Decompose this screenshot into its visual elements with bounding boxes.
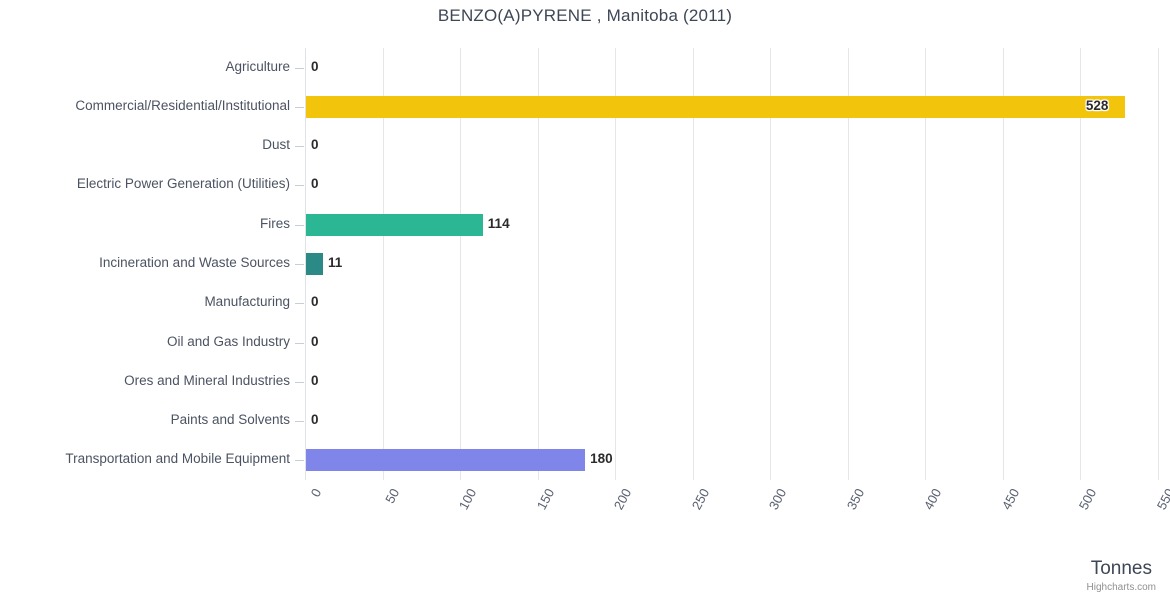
data-label-7: 0 xyxy=(311,333,319,349)
y-axis-tick xyxy=(295,421,304,423)
chart-row[interactable]: Dust 0 xyxy=(262,127,1158,166)
y-axis-tick xyxy=(295,67,304,69)
chart-row[interactable]: Electric Power Generation (Utilities) 0 xyxy=(77,166,1158,205)
data-label-0: 0 xyxy=(311,58,319,74)
chart-row[interactable]: Paints and Solvents 0 xyxy=(171,401,1158,440)
data-label-4: 114 xyxy=(487,215,510,231)
highcharts-credit: Highcharts.com xyxy=(1086,582,1156,593)
x-tick-label-500: 500 xyxy=(1076,486,1100,513)
category-label-7[interactable]: Oil and Gas Industry xyxy=(166,333,290,349)
category-label-0[interactable]: Agriculture xyxy=(225,58,290,74)
chart-row[interactable]: Ores and Mineral Industries 0 xyxy=(124,362,1158,401)
chart-row[interactable]: Agriculture 0 xyxy=(225,48,1158,87)
x-tick-label-100: 100 xyxy=(455,486,480,513)
y-axis-tick xyxy=(295,460,304,462)
bar-5[interactable] xyxy=(306,252,324,275)
x-tick-label-250: 250 xyxy=(688,486,712,513)
data-label-1: 528 xyxy=(1085,97,1109,113)
data-label-3: 0 xyxy=(311,176,319,192)
data-label-8: 0 xyxy=(311,372,319,388)
gridline-550 xyxy=(1158,48,1159,480)
chart-row[interactable]: Transportation and Mobile Equipment 180 xyxy=(65,441,1158,480)
x-tick-label-50: 50 xyxy=(381,486,402,506)
x-tick-label-550: 550 xyxy=(1153,486,1170,513)
y-axis-tick xyxy=(295,381,304,383)
y-axis-tick xyxy=(295,106,304,108)
category-label-1[interactable]: Commercial/Residential/Institutional xyxy=(75,97,290,113)
category-label-10[interactable]: Transportation and Mobile Equipment xyxy=(65,451,290,467)
x-tick-label-350: 350 xyxy=(843,486,868,513)
y-axis-tick xyxy=(295,342,304,344)
x-tick-label-400: 400 xyxy=(921,486,945,513)
chart-row[interactable]: Manufacturing 0 xyxy=(204,284,1158,323)
y-axis-tick xyxy=(295,224,304,226)
category-label-4[interactable]: Fires xyxy=(260,215,290,231)
category-label-9[interactable]: Paints and Solvents xyxy=(170,412,290,428)
gridline-450 xyxy=(1002,48,1004,480)
bar-1[interactable] xyxy=(306,95,1125,118)
data-label-2: 0 xyxy=(311,137,319,153)
gridline-500 xyxy=(1080,48,1082,480)
x-tick-label-200: 200 xyxy=(610,486,635,513)
gridline-350 xyxy=(847,48,849,480)
x-tick-label-0: 0 xyxy=(307,486,325,500)
category-label-2[interactable]: Dust xyxy=(262,137,290,153)
y-axis-tick xyxy=(295,263,304,265)
chart-row[interactable]: Oil and Gas Industry 0 xyxy=(167,323,1158,362)
chart-row[interactable]: Incineration and Waste Sources 11 xyxy=(99,244,1158,283)
x-axis-title: Tonnes xyxy=(1090,558,1152,579)
chart-title: BENZO(A)PYRENE , Manitoba (2011) xyxy=(437,6,733,25)
data-label-9: 0 xyxy=(311,412,319,428)
x-tick-label-150: 150 xyxy=(533,486,557,513)
category-label-3[interactable]: Electric Power Generation (Utilities) xyxy=(76,176,290,192)
data-label-6: 0 xyxy=(311,294,319,310)
bar-4[interactable] xyxy=(306,213,483,236)
y-axis-tick xyxy=(295,185,304,187)
gridline-250 xyxy=(692,48,694,480)
gridline-400 xyxy=(925,48,927,480)
y-axis-tick xyxy=(295,303,304,305)
gridline-0 xyxy=(305,48,306,480)
plot-area: Agriculture 0 Commercial/Residential/Insti… xyxy=(65,48,1159,480)
bar-10[interactable] xyxy=(306,449,586,472)
gridline-50 xyxy=(382,48,384,480)
category-label-5[interactable]: Incineration and Waste Sources xyxy=(99,254,290,270)
x-tick-label-450: 450 xyxy=(998,486,1023,513)
category-label-8[interactable]: Ores and Mineral Industries xyxy=(124,372,290,388)
y-axis-tick xyxy=(295,146,304,148)
category-label-6[interactable]: Manufacturing xyxy=(204,294,290,310)
gridline-100 xyxy=(460,48,462,480)
gridline-300 xyxy=(770,48,772,480)
x-tick-label-300: 300 xyxy=(766,486,790,513)
data-label-5: 11 xyxy=(328,254,343,270)
chart-row[interactable]: Fires 114 xyxy=(260,205,1158,244)
gridline-150 xyxy=(537,48,539,480)
gridline-200 xyxy=(615,48,617,480)
chart-row[interactable]: Commercial/Residential/Institutional 528 xyxy=(75,87,1158,126)
data-label-10: 180 xyxy=(590,451,613,467)
